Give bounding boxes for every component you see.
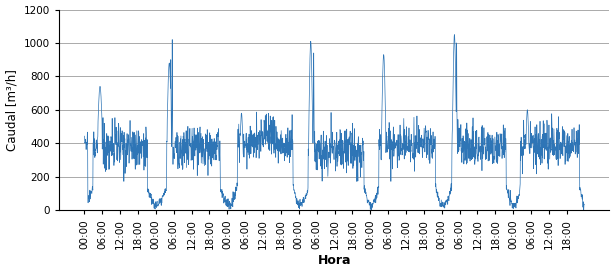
Y-axis label: Caudal [m³/h]: Caudal [m³/h]	[6, 69, 18, 151]
X-axis label: Hora: Hora	[318, 254, 351, 268]
